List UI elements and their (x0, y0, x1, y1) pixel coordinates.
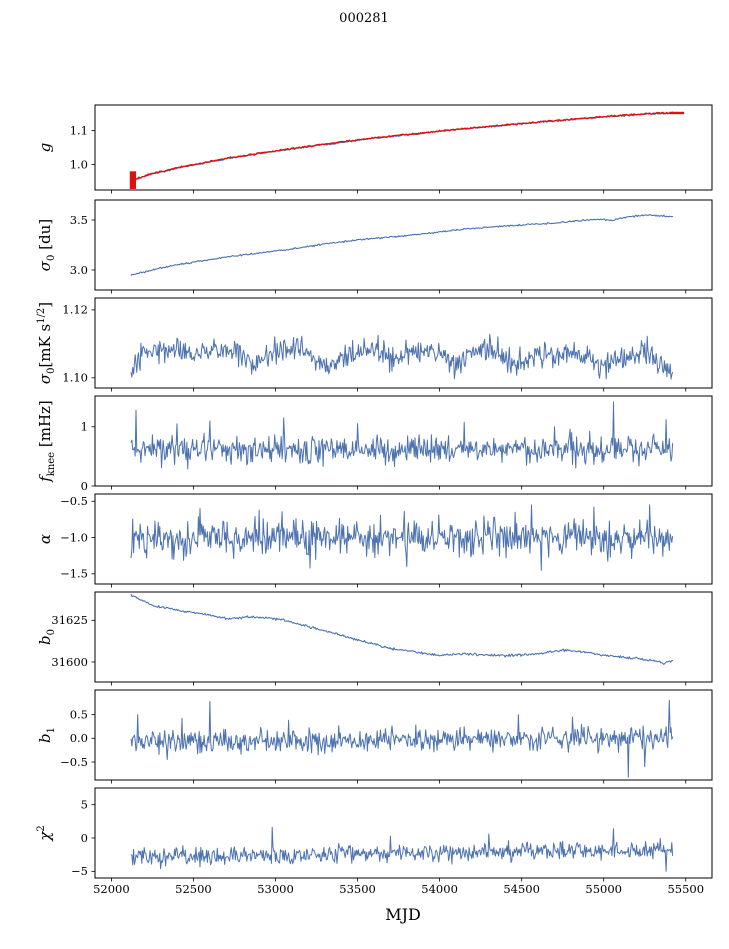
series-group-sigma0-mks (130, 333, 674, 380)
series-group-alpha (130, 504, 674, 571)
y-tick-label-chi2: 0 (81, 831, 88, 845)
series-gain-smooth-red (130, 111, 674, 182)
series-b1 (130, 699, 674, 778)
panel-b1: −0.5 0.0 0.5 b1 (36, 689, 713, 784)
y-tick-label-alpha: −0.5 (60, 494, 88, 508)
series-chi2 (130, 826, 674, 872)
y-axis-label-chi2: χ2 (36, 825, 54, 841)
series-alpha (130, 504, 674, 571)
y-tick-label-sigma0-mks: 1.10 (62, 371, 88, 385)
axes-frame (94, 689, 713, 781)
axes-frame (94, 297, 713, 389)
series-group-b0 (130, 593, 674, 666)
panel-sigma0-du: 3.0 3.5 σ0 [du] (36, 199, 713, 294)
panel-alpha: −1.5 −1.0 −0.5 α (36, 493, 713, 588)
series-sigma0-du (130, 214, 674, 276)
y-axis-label-sigma0-du: σ0 [du] (36, 219, 57, 271)
axes-frame (94, 591, 713, 683)
y-axis-label-g: g (36, 143, 54, 153)
y-tick-label-fknee: 1 (81, 420, 88, 434)
y-axis-label-fknee: fknee [mHz] (36, 400, 57, 483)
x-tick-label: 54500 (503, 882, 540, 896)
series-group-b1 (130, 699, 674, 778)
x-tick-label: 55000 (585, 882, 622, 896)
y-axis-label-b1: b1 (36, 727, 57, 743)
x-tick-label: 52500 (175, 882, 212, 896)
y-tick-label-sigma0-du: 3.5 (70, 213, 88, 227)
axes-frame (94, 104, 713, 191)
series-group-fknee (130, 401, 674, 470)
y-tick-label-g: 1.1 (70, 123, 88, 137)
y-tick-label-alpha: −1.5 (60, 567, 88, 581)
errorbar-blob (129, 171, 137, 189)
panel-chi2: −5 0 5 52000 52500 53000 53500 54000 54500 55000 5… (36, 787, 713, 896)
y-axis-label-alpha: α (36, 534, 54, 544)
y-tick-label-b1: 0.5 (70, 707, 88, 721)
y-tick-label-fknee: 0 (81, 479, 88, 493)
x-tick-label: 53000 (257, 882, 294, 896)
series-group-g (129, 111, 674, 189)
y-tick-label-b1: −0.5 (60, 755, 88, 769)
x-tick-label: 52000 (93, 882, 130, 896)
axes-frame (94, 395, 713, 487)
axes-frame (94, 493, 713, 585)
axes-frame (94, 787, 713, 879)
panel-g: 1.0 1.1 g (36, 104, 713, 194)
x-tick-label: 54000 (421, 882, 458, 896)
panels-group: 1.0 1.1 g 3.0 3.5 σ0 [du] 1.10 1.12 σ0[mK s1/2] 0… (36, 104, 713, 896)
x-tick-label: 55500 (667, 882, 704, 896)
panel-fknee: 0 1 fknee [mHz] (36, 395, 713, 493)
y-tick-label-chi2: −5 (71, 864, 88, 878)
y-tick-label-sigma0-du: 3.0 (70, 263, 88, 277)
y-tick-label-b0: 31625 (51, 613, 88, 627)
series-group-chi2 (130, 826, 674, 872)
series-gain-fit-blue (130, 112, 674, 182)
y-tick-label-b1: 0.0 (70, 731, 88, 745)
series-b0 (130, 593, 674, 666)
panel-sigma0-mks: 1.10 1.12 σ0[mK s1/2] (36, 297, 713, 392)
series-sigma0-mks (130, 333, 674, 380)
y-axis-label-b0: b0 (36, 629, 57, 645)
axes-frame (94, 199, 713, 291)
series-group-sigma0-du (130, 214, 674, 276)
y-axis-label-sigma0-mks: σ0[mK s1/2] (36, 302, 57, 384)
y-tick-label-sigma0-mks: 1.12 (62, 303, 88, 317)
y-tick-label-chi2: 5 (81, 797, 88, 811)
y-tick-label-g: 1.0 (70, 157, 88, 171)
y-tick-label-alpha: −1.0 (60, 530, 88, 544)
panel-b0: 31600 31625 b0 (36, 591, 713, 686)
y-tick-label-b0: 31600 (51, 655, 88, 669)
x-tick-label: 53500 (339, 882, 376, 896)
series-fknee (130, 401, 674, 470)
figure-title: 000281 (339, 11, 389, 26)
x-axis-label: MJD (385, 905, 421, 924)
